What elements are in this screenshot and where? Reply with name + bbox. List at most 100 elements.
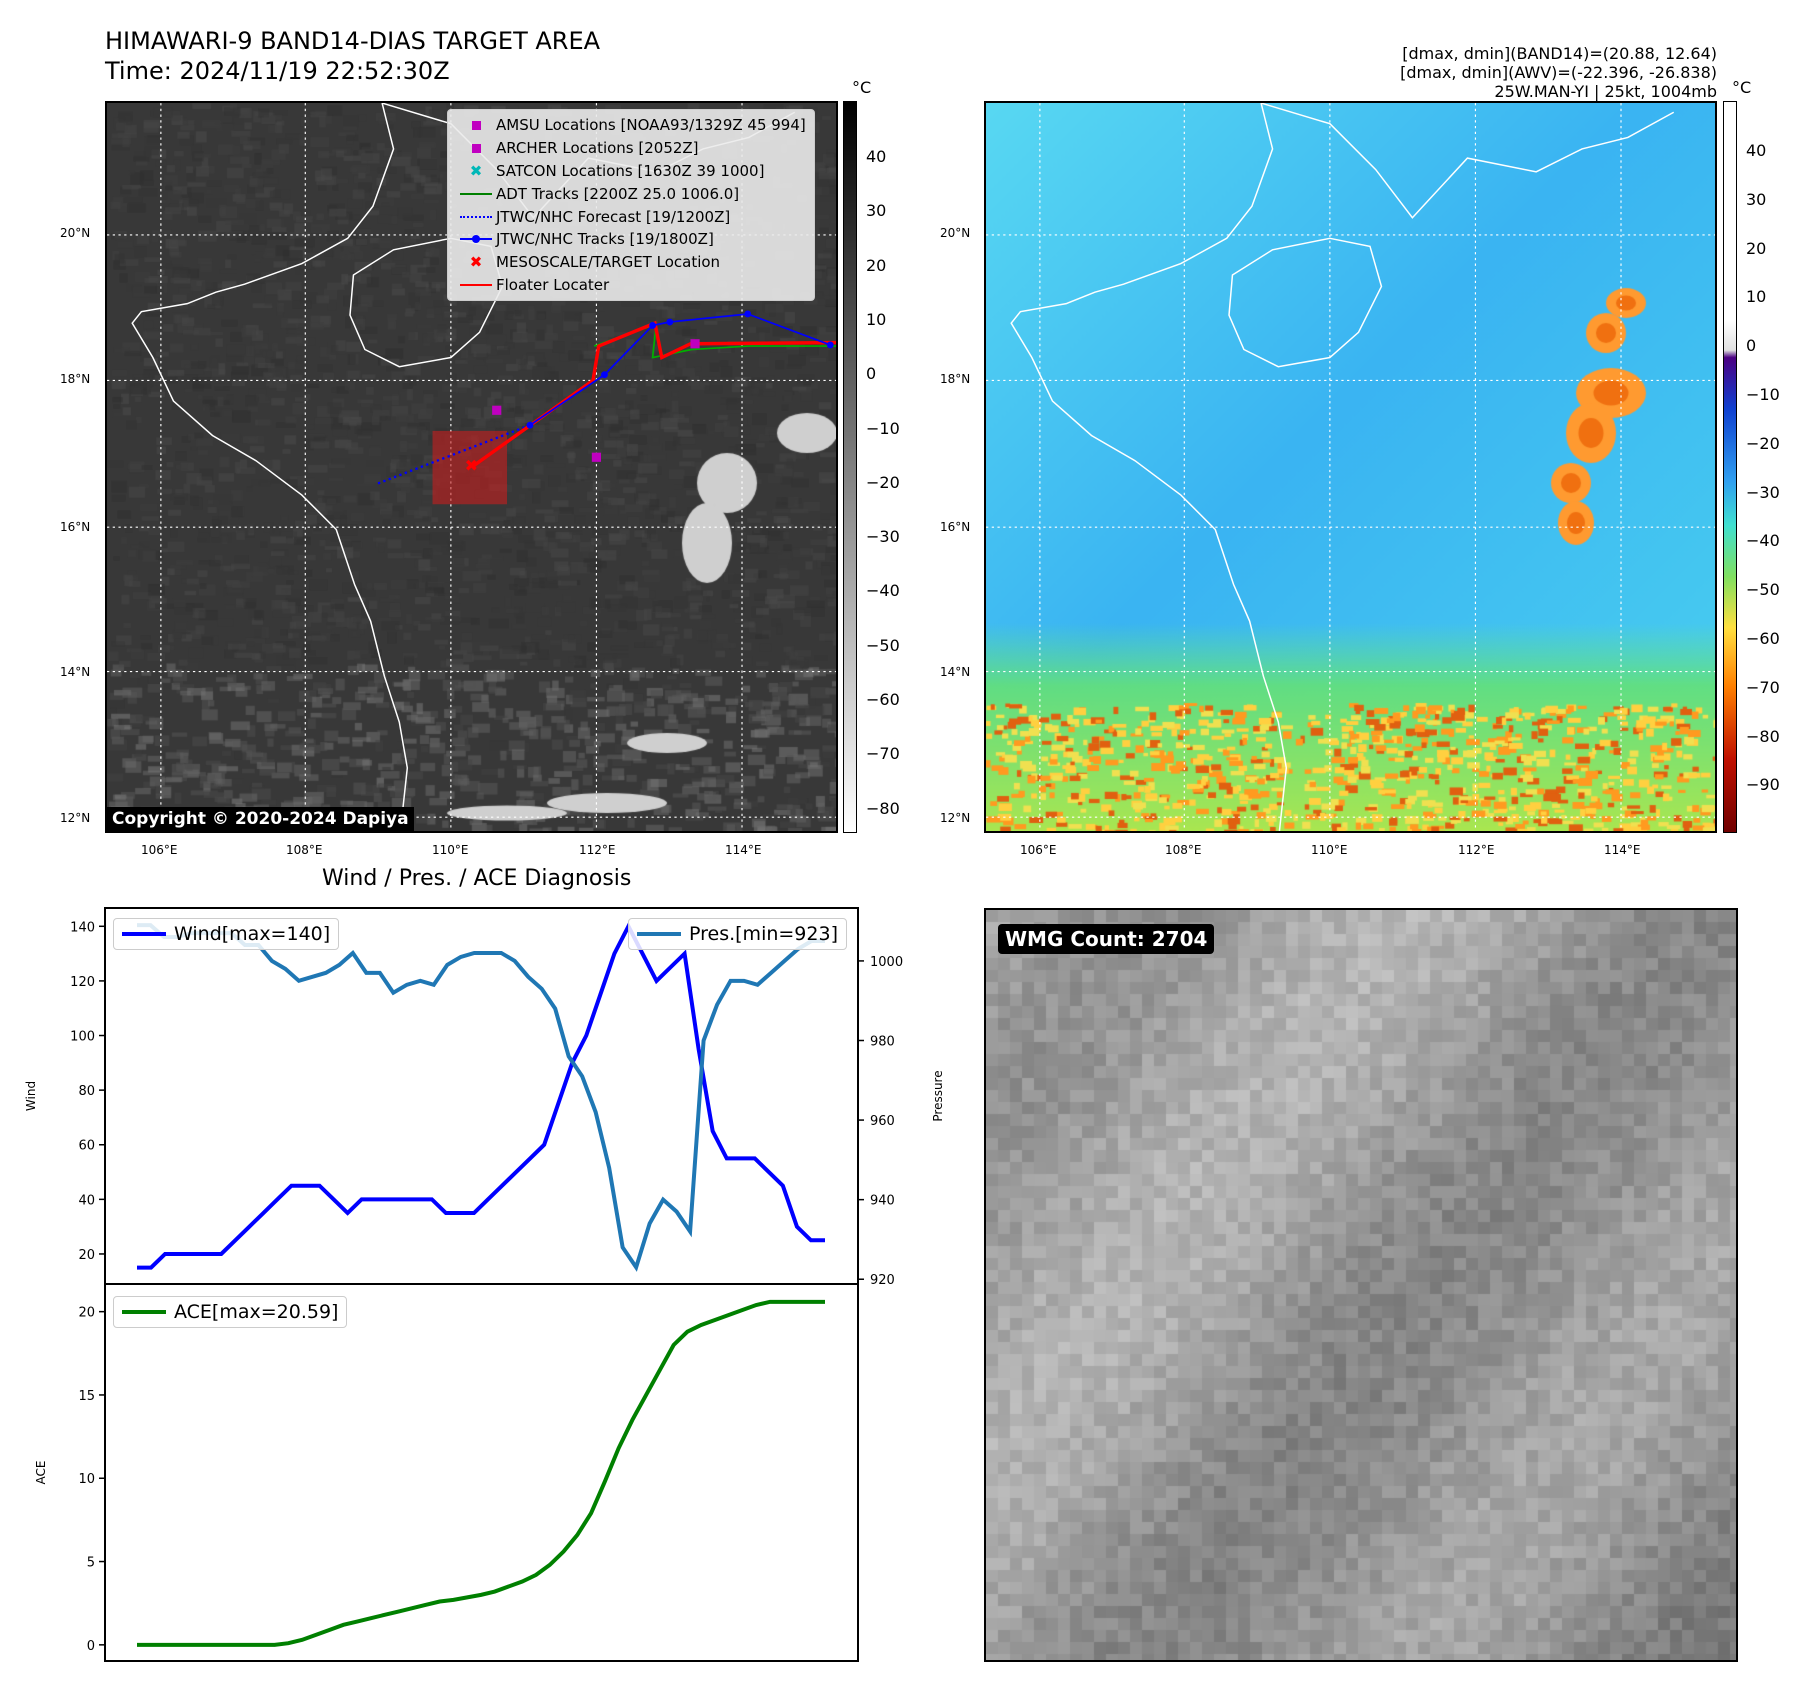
legend-label: Floater Locater xyxy=(496,275,610,294)
wind-tick-label: 40 xyxy=(78,1193,95,1208)
legend-symbol-icon xyxy=(456,120,496,130)
colorbar-tick: −80 xyxy=(1746,726,1780,746)
wind-tick-label: 20 xyxy=(78,1248,95,1263)
legend-symbol-icon xyxy=(456,215,496,218)
lon-tick-label: 106°E xyxy=(141,843,178,857)
colorbar-tick: 30 xyxy=(1746,189,1767,209)
ace-legend-label: ACE[max=20.59] xyxy=(174,1301,339,1323)
legend-label: JTWC/NHC Forecast [19/1200Z] xyxy=(496,207,731,226)
colorbar-tick: −60 xyxy=(866,690,900,709)
wind-axis-label: Wind xyxy=(24,1081,38,1111)
colorbar-tick: 20 xyxy=(866,255,887,275)
colorbar-tick: 10 xyxy=(866,309,887,329)
colorbar-tick: −50 xyxy=(866,635,900,655)
jtwc-track-point xyxy=(826,341,834,349)
legend-item: AMSU Locations [NOAA93/1329Z 45 994] xyxy=(456,114,806,137)
wmg-panel[interactable]: WMG Count: 2704 xyxy=(984,908,1738,1662)
colorbar-tick: −40 xyxy=(866,581,900,601)
legend-symbol-icon xyxy=(456,143,496,153)
colorbar-tick: −70 xyxy=(1746,677,1780,697)
coastline xyxy=(131,103,409,831)
legend-label: JTWC/NHC Tracks [19/1800Z] xyxy=(496,230,714,249)
pressure-tick-label: 940 xyxy=(870,1194,895,1209)
wind-tick-label: 140 xyxy=(70,920,95,935)
legend-symbol-icon xyxy=(456,192,496,195)
lat-tick-label: 18°N xyxy=(60,372,91,386)
colorbar-tick: 30 xyxy=(866,201,887,221)
lat-tick-label: 20°N xyxy=(940,226,971,240)
colorbar-tick: −30 xyxy=(866,527,900,547)
wind-tick-label: 60 xyxy=(78,1139,95,1154)
awv-colorbar xyxy=(1723,101,1737,833)
jtwc-track xyxy=(529,313,831,426)
wind-tick-label: 80 xyxy=(78,1084,95,1099)
legend-item: Floater Locater xyxy=(456,274,806,297)
pressure-tick-label: 960 xyxy=(870,1114,895,1129)
amsu-archer-marker xyxy=(492,405,502,415)
awv-map-panel[interactable] xyxy=(984,101,1717,833)
ace-axes xyxy=(104,1283,859,1662)
lat-tick-label: 16°N xyxy=(60,520,91,534)
ace-series-line xyxy=(137,1299,825,1647)
legend-item: JTWC/NHC Forecast [19/1200Z] xyxy=(456,205,806,228)
amsu-archer-marker xyxy=(591,452,602,462)
lon-tick-label: 112°E xyxy=(1458,843,1495,857)
lat-tick-label: 12°N xyxy=(60,811,91,825)
legend-label: ADT Tracks [2200Z 25.0 1006.0] xyxy=(496,184,740,203)
jtwc-track-point xyxy=(526,421,534,429)
legend-item: ARCHER Locations [2052Z] xyxy=(456,137,806,160)
ace-tick-label: 10 xyxy=(78,1472,95,1487)
ir-map-panel[interactable]: ✖ AMSU Locations [NOAA93/1329Z 45 994] AR… xyxy=(105,101,838,833)
target-area-box xyxy=(432,430,508,505)
coastline xyxy=(349,237,504,368)
lon-tick-label: 114°E xyxy=(1604,843,1641,857)
info-awv: [dmax, dmin](AWV)=(-22.396, -26.838) xyxy=(1400,63,1717,82)
awv-map-overlay xyxy=(986,103,1715,831)
wmg-count-badge: WMG Count: 2704 xyxy=(998,924,1215,954)
map-legend: AMSU Locations [NOAA93/1329Z 45 994] ARCH… xyxy=(447,109,815,302)
legend-item: ADT Tracks [2200Z 25.0 1006.0] xyxy=(456,182,806,205)
lon-tick-label: 114°E xyxy=(725,843,762,857)
colorbar-tick: −50 xyxy=(1746,580,1780,600)
colorbar-tick: −30 xyxy=(1746,482,1780,502)
legend-label: SATCON Locations [1630Z 39 1000] xyxy=(496,161,765,180)
lon-tick-label: 108°E xyxy=(286,843,323,857)
awv-colorbar-unit: °C xyxy=(1732,78,1752,97)
lon-tick-label: 108°E xyxy=(1165,843,1202,857)
colorbar-tick: 40 xyxy=(866,147,887,166)
legend-item: ✖ MESOSCALE/TARGET Location xyxy=(456,251,806,274)
copyright-label: Copyright © 2020-2024 Dapiya xyxy=(107,807,414,831)
lon-tick-label: 110°E xyxy=(432,843,469,857)
figure-time: Time: 2024/11/19 22:52:30Z xyxy=(105,57,450,85)
pressure-axis-label: Pressure xyxy=(931,1070,945,1121)
amsu-archer-marker xyxy=(690,339,700,349)
colorbar-tick: 0 xyxy=(1746,336,1757,356)
colorbar-tick: 40 xyxy=(1746,141,1767,160)
coastline xyxy=(1260,103,1675,219)
pressure-tick-label: 980 xyxy=(870,1034,895,1049)
coastline xyxy=(1010,103,1288,831)
lon-tick-label: 106°E xyxy=(1020,843,1057,857)
forecast-track xyxy=(377,424,531,485)
colorbar-tick: −10 xyxy=(866,418,900,438)
ace-legend: ACE[max=20.59] xyxy=(113,1296,348,1328)
diagnosis-chart: 20 40 60 80 100 120 140 920 940 960 980 1000 0 5 10 15 2… xyxy=(24,907,945,1662)
ir-colorbar xyxy=(843,101,857,833)
colorbar-tick: −20 xyxy=(1746,433,1780,453)
legend-item: ✖ SATCON Locations [1630Z 39 1000] xyxy=(456,160,806,183)
lon-tick-label: 112°E xyxy=(579,843,616,857)
lat-tick-label: 14°N xyxy=(60,665,91,679)
wmg-image xyxy=(986,910,1736,1660)
ir-colorbar-unit: °C xyxy=(852,78,872,97)
lat-tick-label: 14°N xyxy=(940,665,971,679)
colorbar-tick: −70 xyxy=(866,744,900,764)
ace-tick-label: 5 xyxy=(87,1556,95,1571)
wind-tick-label: 100 xyxy=(70,1030,95,1045)
colorbar-tick: 10 xyxy=(1746,287,1767,307)
legend-label: ARCHER Locations [2052Z] xyxy=(496,139,699,158)
ace-tick-label: 15 xyxy=(78,1389,95,1404)
wind-legend: Wind[max=140] xyxy=(113,918,340,950)
info-band14: [dmax, dmin](BAND14)=(20.88, 12.64) xyxy=(1402,44,1717,63)
lat-tick-label: 18°N xyxy=(940,372,971,386)
lat-tick-label: 20°N xyxy=(60,226,91,240)
